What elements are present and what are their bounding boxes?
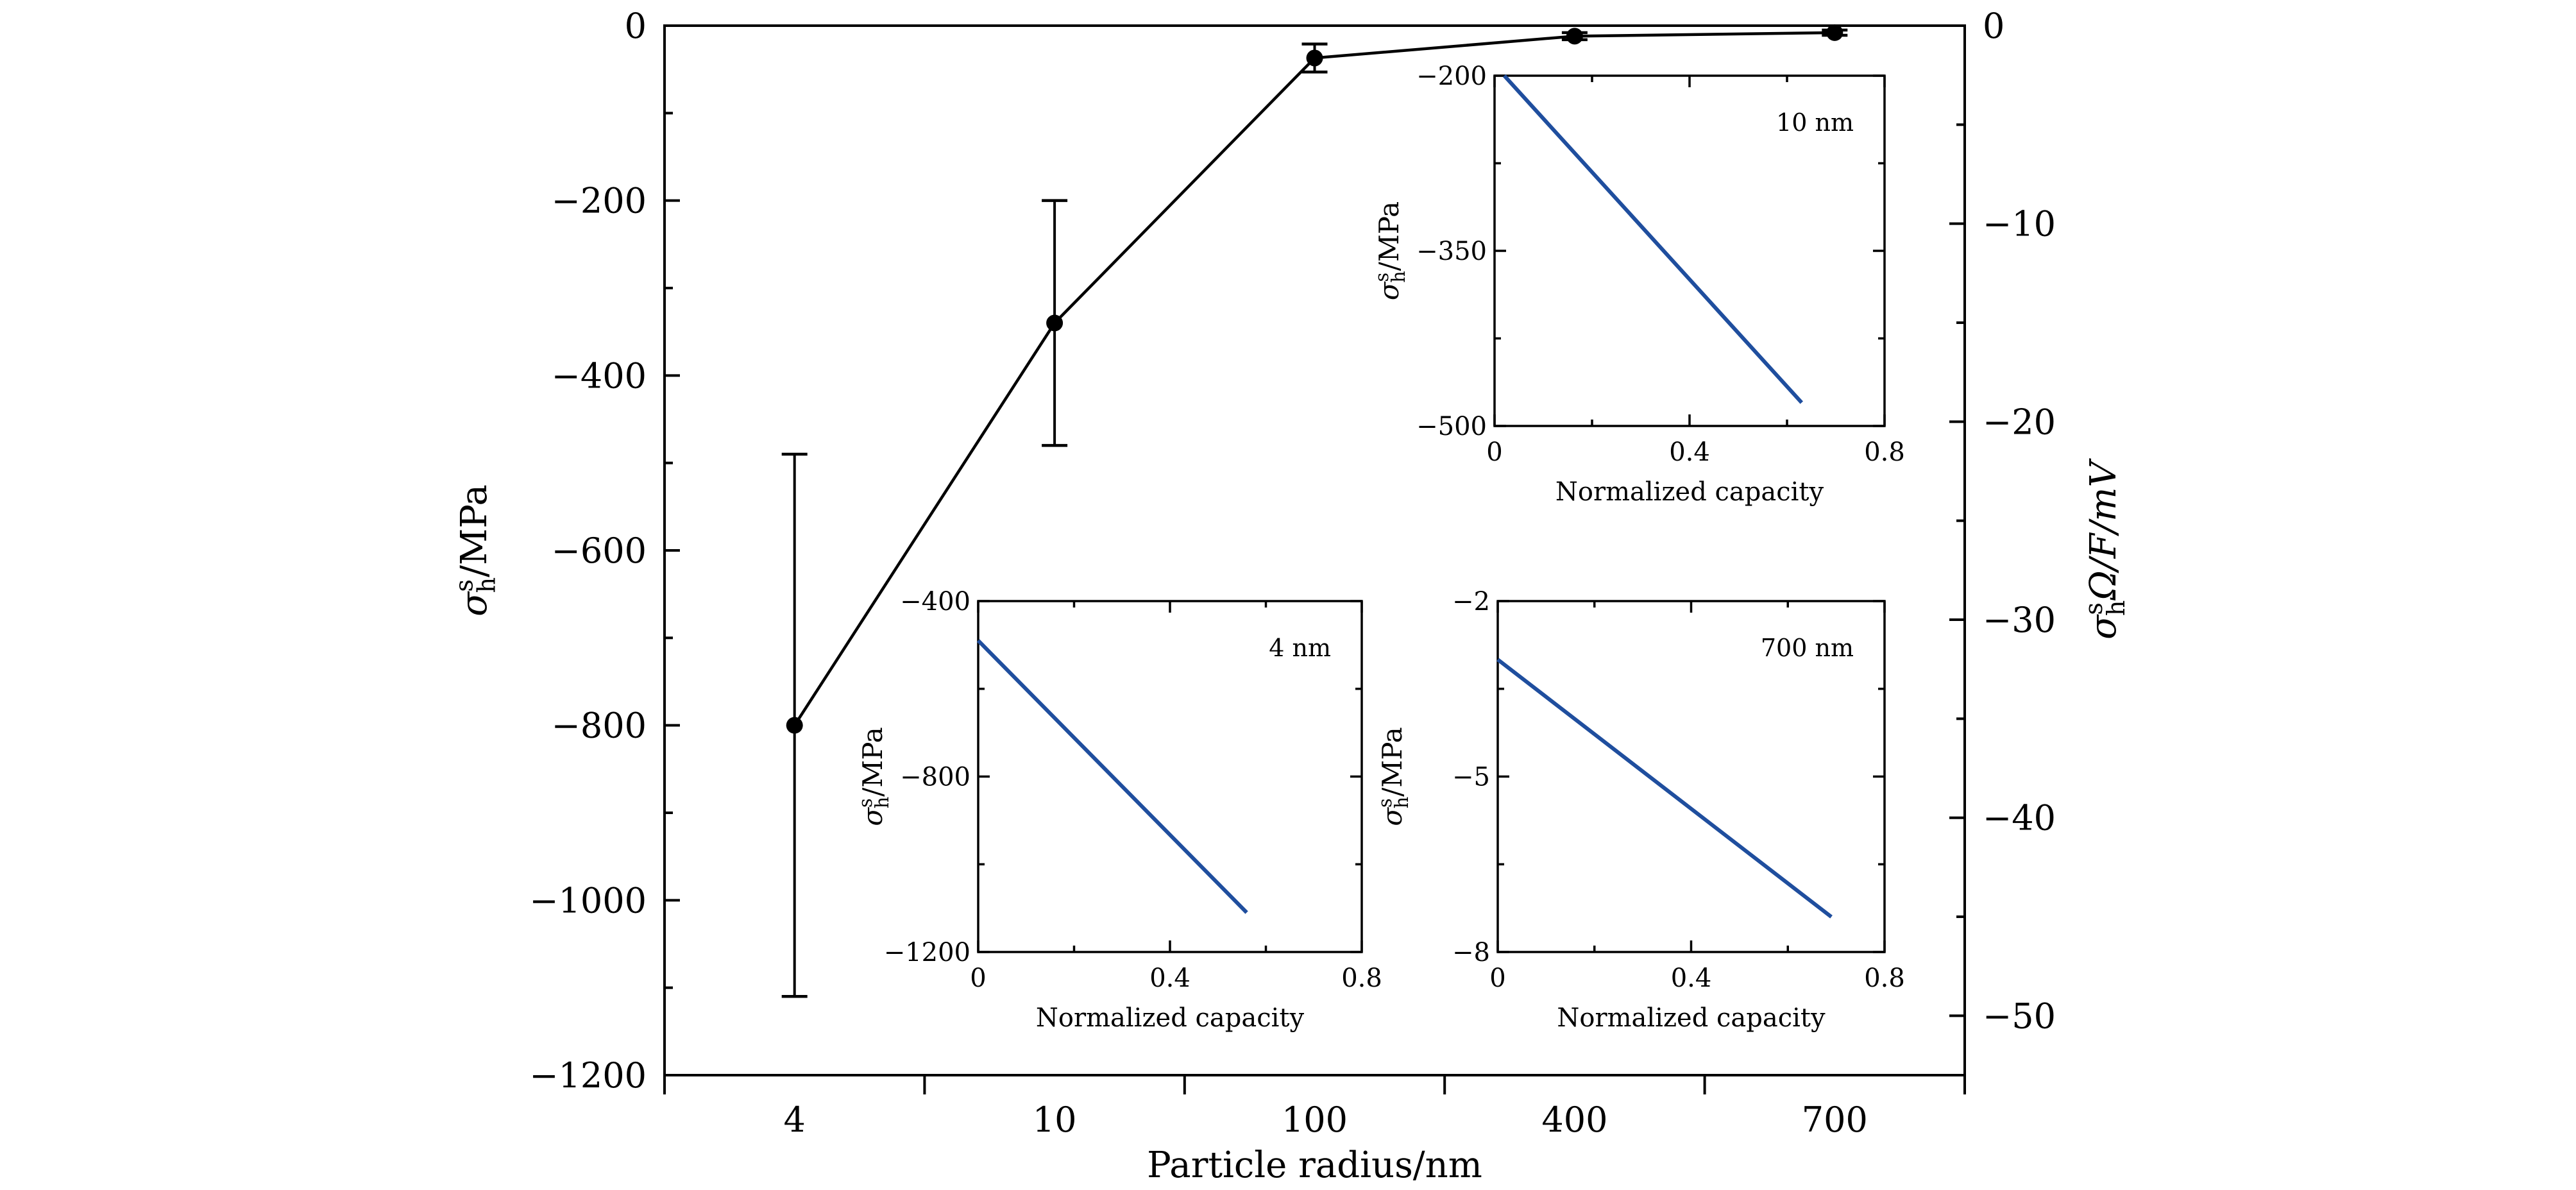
y-axis-title-sup: s [450, 579, 479, 592]
inset-y-axis-title-symbol: σ [857, 807, 888, 826]
y-tick-label: −1200 [529, 1055, 647, 1096]
main-plot-frame [663, 24, 1966, 1076]
x-axis-title: Particle radius/nm [1147, 1144, 1482, 1186]
y2-tick-label: 0 [1983, 6, 2004, 46]
inset-y-tick-label: −200 [1416, 62, 1487, 91]
y2-axis-title-symbol: σ [2083, 614, 2124, 640]
y-tick-label: −200 [552, 181, 647, 221]
y2-tick-label: −20 [1983, 402, 2056, 442]
data-point [786, 717, 803, 734]
inset-y-axis-title-sup: s [854, 798, 876, 808]
y2-tick-label: −30 [1983, 600, 2056, 640]
x-tick-label: 700 [1802, 1100, 1868, 1140]
inset-x-tick-label: 0.8 [1864, 964, 1905, 993]
inset-chart-700nm: 0 0.4 0.8 −2 −5 −8 Normalized capacity σsh/MPa 7… [1374, 587, 1905, 1033]
inset-x-tick-label: 0.4 [1149, 964, 1191, 993]
inset-x-tick-label: 0.4 [1671, 964, 1712, 993]
inset-x-tick-label: 0 [970, 964, 986, 993]
inset-y-axis-title-symbol: σ [1377, 807, 1408, 826]
y-tick-label: −600 [552, 531, 647, 571]
inset-y-axis-title-sub: h [1391, 797, 1412, 808]
inset-y-tick-label: −800 [900, 763, 970, 792]
inset-y-axis-title: σsh/MPa [1371, 201, 1409, 300]
y-axis-title-symbol: σ [453, 591, 495, 616]
x-tick-label: 100 [1282, 1100, 1348, 1140]
inset-x-tick-label: 0.8 [1341, 964, 1382, 993]
y-tick-label: 0 [625, 6, 647, 46]
inset-annotation: 4 nm [1269, 634, 1331, 662]
inset-chart-10nm: 0 0.4 0.8 −200 −350 −500 Normalized capacity σs… [1371, 62, 1905, 507]
inset-x-tick-label: 0.4 [1669, 438, 1710, 467]
inset-annotation: 10 nm [1776, 108, 1854, 137]
x-tick-label: 10 [1033, 1100, 1077, 1140]
data-point [1826, 24, 1843, 41]
inset-x-axis-title: Normalized capacity [1036, 1003, 1305, 1033]
inset-y-axis-title-sup: s [1374, 798, 1396, 808]
y-axis-title: σsh/MPa [450, 484, 501, 616]
inset-y-axis-title-sup: s [1371, 273, 1393, 282]
inset-y-axis-title-tail: /MPa [1377, 727, 1408, 797]
series-line [793, 31, 1835, 726]
y2-tick-label: −40 [1983, 798, 2056, 838]
x-tick-label: 4 [784, 1100, 806, 1140]
inset-annotation: 700 nm [1761, 634, 1854, 662]
inset-y-axis-title: σsh/MPa [1374, 727, 1412, 826]
data-point [1046, 314, 1063, 332]
inset-y-tick-label: −400 [900, 587, 970, 616]
y2-tick-label: −50 [1983, 996, 2056, 1036]
inset-y-tick-label: −5 [1452, 763, 1490, 792]
data-point [1306, 49, 1323, 67]
inset-y-tick-label: −350 [1416, 237, 1487, 266]
inset-y-axis-title: σsh/MPa [854, 727, 893, 826]
data-point [1566, 28, 1583, 45]
y-axis-title-tail: /MPa [453, 484, 495, 577]
inset-x-tick-label: 0 [1486, 438, 1502, 467]
inset-y-tick-label: −1200 [884, 938, 970, 967]
inset-y-axis-title-tail: /MPa [1373, 201, 1405, 271]
y2-axis-title: σshΩ/F/mV [2080, 458, 2130, 640]
inset-y-axis-title-symbol: σ [1373, 281, 1405, 300]
inset-x-axis-title: Normalized capacity [1555, 477, 1824, 507]
main-chart: 0−200−400−600−800−1000−12000−10−20−30−40… [450, 6, 2130, 1186]
y2-tick-label: −10 [1983, 204, 2056, 244]
inset-y-tick-label: −500 [1416, 412, 1487, 441]
y-tick-label: −400 [552, 355, 647, 396]
y2-axis-title-sup: s [2080, 602, 2108, 615]
inset-x-tick-label: 0 [1489, 964, 1505, 993]
y2-axis-title-sub: h [2102, 600, 2130, 616]
inset-series-line [1496, 658, 1833, 919]
inset-y-tick-label: −2 [1452, 587, 1490, 616]
inset-y-axis-title-sub: h [871, 797, 893, 808]
y-tick-label: −800 [552, 706, 647, 746]
y-tick-label: −1000 [529, 880, 647, 921]
y2-axis-title-tail: Ω/F/mV [2083, 458, 2124, 601]
inset-y-axis-title-tail: /MPa [857, 727, 888, 797]
inset-series-line [976, 639, 1248, 914]
inset-y-axis-title-sub: h [1387, 271, 1409, 282]
inset-x-axis-title: Normalized capacity [1557, 1003, 1826, 1033]
inset-chart-4nm: 0 0.4 0.8 −400 −800 −1200 Normalized capacity σ… [854, 587, 1382, 1033]
y-axis-title-sub: h [472, 577, 500, 593]
inset-x-tick-label: 0.8 [1864, 438, 1905, 467]
inset-y-tick-label: −8 [1452, 938, 1490, 967]
x-tick-label: 400 [1541, 1100, 1607, 1140]
inset-series-line [1502, 74, 1804, 404]
